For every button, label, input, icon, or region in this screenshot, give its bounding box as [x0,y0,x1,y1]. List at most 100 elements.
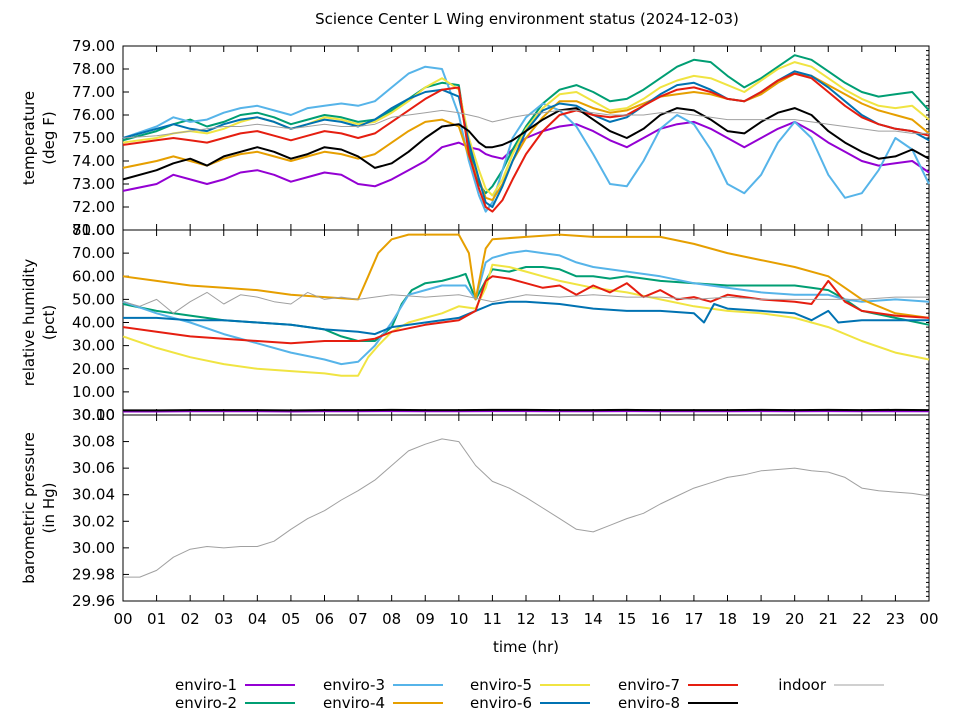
humidity-ytick-label: 40.00 [72,314,115,332]
humidity-series-enviro-3 [122,249,930,366]
x-tick-label: 18 [718,610,737,628]
humidity-ytick-label: 60.00 [72,267,115,285]
legend-item-enviro-5: enviro-5 [470,676,590,694]
pressure-ytick-label: 30.08 [72,433,115,451]
x-tick-label: 21 [819,610,838,628]
pressure-frame [122,414,930,602]
legend-item-indoor: indoor [778,676,884,694]
x-tick-label: 19 [752,610,771,628]
x-tick-label: 20 [785,610,804,628]
legend-item-enviro-4: enviro-4 [323,694,443,712]
temperature-ytick-label: 78.00 [72,60,115,78]
temperature-ylabel: temperature [20,91,38,185]
temperature-series-enviro-7 [122,72,930,213]
temperature-ytick-label: 71.00 [72,221,115,239]
pressure-ytick-label: 30.00 [72,539,115,557]
legend-item-enviro-8: enviro-8 [618,694,738,712]
temperature-series-enviro-8 [122,107,930,181]
legend-item-enviro-1: enviro-1 [175,676,295,694]
x-axis-label: time (hr) [493,638,559,656]
humidity-ytick-label: 50.00 [72,290,115,308]
temperature-ytick-label: 75.00 [72,129,115,147]
humidity-ylabel: relative humidity [20,259,38,387]
humidity-series-enviro-6 [123,300,929,336]
pressure-ytick-label: 30.06 [72,459,115,477]
x-tick-label: 01 [147,610,166,628]
legend-label: enviro-2 [175,694,237,712]
legend-item-enviro-7: enviro-7 [618,676,738,694]
humidity-series-enviro-4 [122,233,930,319]
temperature-series-enviro-4 [122,72,930,202]
pressure-ytick-label: 29.98 [72,565,115,583]
temperature-ytick-label: 72.00 [72,198,115,216]
x-tick-label: 11 [483,610,502,628]
x-tick-label: 00 [919,610,938,628]
humidity-ytick-label: 80.00 [72,221,115,239]
x-tick-label: 06 [315,610,334,628]
humidity-series-enviro-7 [122,275,930,345]
chart-title: Science Center L Wing environment status… [315,10,739,28]
humidity-ytick-label: 20.00 [72,360,115,378]
x-tick-label: 15 [617,610,636,628]
legend-item-enviro-3: enviro-3 [323,676,443,694]
pressure-ylabel: barometric pressure [20,432,38,584]
temperature-series-enviro-2 [122,54,930,195]
x-tick-label: 07 [349,610,368,628]
temperature-ytick-label: 76.00 [72,106,115,124]
x-axis: 00 01 02 03 04 05 06 07 08 09 10 11 12 13 14 15 16 17 18 19… [113,610,938,628]
temperature-series-indoor [122,109,929,139]
x-tick-label: 02 [181,610,200,628]
legend-label: enviro-1 [175,676,237,694]
humidity-series-indoor [122,291,929,314]
x-tick-label: 10 [449,610,468,628]
x-tick-label: 17 [684,610,703,628]
temperature-series-enviro-6 [122,70,930,208]
humidity-series-enviro-2 [122,266,930,342]
temperature-ytick-label: 74.00 [72,152,115,170]
x-tick-label: 03 [214,610,233,628]
x-tick-label: 09 [416,610,435,628]
pressure-ytick-label: 30.10 [72,406,115,424]
x-tick-label: 12 [516,610,535,628]
temperature-ytick-label: 79.00 [72,37,115,55]
legend-item-enviro-6: enviro-6 [470,694,590,712]
humidity-ytick-label: 0.00 [82,406,115,424]
x-tick-label: 22 [852,610,871,628]
humidity-ytick-label: 10.00 [72,383,115,401]
chart-panels: 79.00 78.00 77.00 76.00 75.00 74.00 73.00 72.00… [20,37,930,610]
pressure-series-indoor [123,438,930,578]
legend-label: enviro-8 [618,694,680,712]
x-tick-label: 04 [248,610,267,628]
legend-label: enviro-6 [470,694,532,712]
temperature-ytick-label: 73.00 [72,175,115,193]
humidity-ytick-label: 30.00 [72,337,115,355]
x-tick-label: 13 [550,610,569,628]
humidity-ytick-label: 70.00 [72,244,115,262]
temperature-ylabel-unit: (deg F) [40,111,58,164]
legend-label: enviro-4 [323,694,385,712]
legend-item-enviro-2: enviro-2 [175,694,295,712]
temperature-series-enviro-3 [122,65,930,213]
x-tick-label: 08 [382,610,401,628]
humidity-series-enviro-5 [122,263,930,377]
temperature-panel: 79.00 78.00 77.00 76.00 75.00 74.00 73.00 72.00… [20,37,930,239]
humidity-panel: 80.00 70.00 60.00 50.00 40.00 30.00 20.00 10.00… [20,221,930,424]
legend-label: enviro-3 [323,676,385,694]
x-tick-label: 14 [584,610,603,628]
pressure-ylabel-unit: (in Hg) [40,483,58,534]
humidity-series-enviro-8 [123,408,930,412]
pressure-panel: 30.10 30.08 30.06 30.04 30.02 30.00 29.98 29.96… [20,406,930,610]
x-tick-label: 05 [281,610,300,628]
x-tick-label: 16 [651,610,670,628]
legend-label: enviro-5 [470,676,532,694]
x-tick-label: 23 [886,610,905,628]
humidity-ylabel-unit: (pct) [40,305,58,340]
pressure-ytick-label: 29.96 [72,592,115,610]
temperature-ytick-label: 77.00 [72,83,115,101]
legend-label: enviro-7 [618,676,680,694]
x-tick-label: 00 [113,610,132,628]
legend-label: indoor [778,676,827,694]
pressure-ytick-label: 30.04 [72,486,115,504]
